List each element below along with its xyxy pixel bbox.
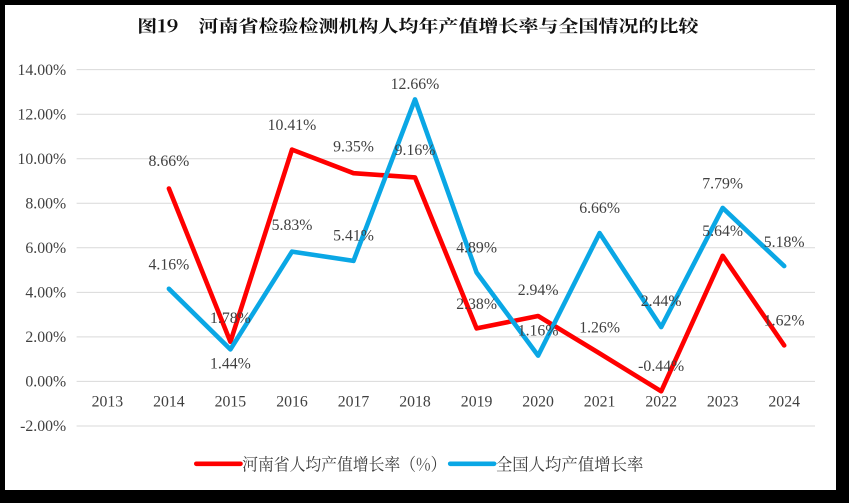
svg-text:1.78%: 1.78% (210, 310, 251, 327)
svg-text:9.16%: 9.16% (395, 142, 436, 159)
svg-text:2022: 2022 (645, 394, 677, 411)
svg-text:2.38%: 2.38% (456, 296, 497, 313)
svg-text:5.18%: 5.18% (764, 234, 805, 251)
svg-text:2015: 2015 (215, 394, 247, 411)
svg-text:2020: 2020 (522, 394, 554, 411)
svg-text:4.89%: 4.89% (456, 240, 497, 257)
svg-text:7.79%: 7.79% (702, 176, 743, 193)
svg-text:0.00%: 0.00% (25, 374, 66, 391)
svg-text:10.00%: 10.00% (17, 151, 66, 168)
svg-text:1.44%: 1.44% (210, 356, 251, 373)
svg-text:6.00%: 6.00% (25, 240, 66, 257)
svg-text:8.66%: 8.66% (148, 153, 189, 170)
svg-text:10.41%: 10.41% (268, 117, 317, 134)
svg-text:2023: 2023 (707, 394, 739, 411)
svg-text:2.00%: 2.00% (25, 329, 66, 346)
svg-text:5.64%: 5.64% (702, 223, 743, 240)
svg-text:1.16%: 1.16% (518, 323, 559, 340)
svg-text:-0.44%: -0.44% (638, 358, 684, 375)
svg-text:2.44%: 2.44% (641, 293, 682, 310)
svg-text:4.16%: 4.16% (148, 257, 189, 274)
svg-text:9.35%: 9.35% (333, 139, 374, 156)
svg-text:2019: 2019 (461, 394, 493, 411)
svg-text:2017: 2017 (338, 394, 370, 411)
svg-text:5.83%: 5.83% (272, 217, 313, 234)
svg-text:2016: 2016 (276, 394, 308, 411)
svg-text:2021: 2021 (584, 394, 616, 411)
svg-text:1.62%: 1.62% (764, 313, 805, 330)
svg-text:4.00%: 4.00% (25, 285, 66, 302)
svg-text:2014: 2014 (153, 394, 185, 411)
svg-text:1.26%: 1.26% (579, 320, 620, 337)
svg-text:2024: 2024 (768, 394, 800, 411)
svg-text:2013: 2013 (92, 394, 124, 411)
svg-text:6.66%: 6.66% (579, 200, 620, 217)
svg-text:12.66%: 12.66% (391, 76, 440, 93)
svg-text:8.00%: 8.00% (25, 195, 66, 212)
svg-text:14.00%: 14.00% (17, 62, 66, 79)
svg-text:2.94%: 2.94% (518, 282, 559, 299)
svg-text:5.41%: 5.41% (333, 228, 374, 245)
svg-text:12.00%: 12.00% (17, 106, 66, 123)
svg-text:2018: 2018 (399, 394, 431, 411)
svg-text:-2.00%: -2.00% (20, 418, 66, 435)
